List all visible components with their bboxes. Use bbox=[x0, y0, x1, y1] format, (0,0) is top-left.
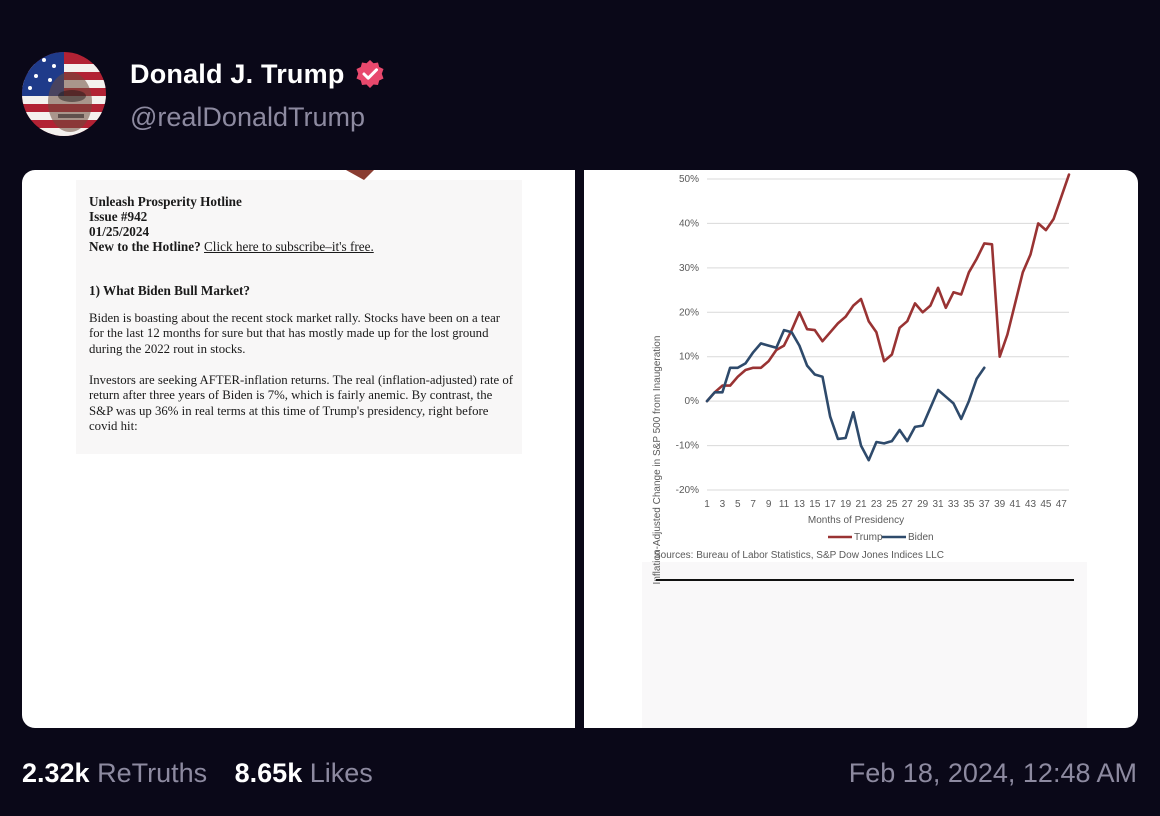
avatar[interactable] bbox=[22, 52, 106, 136]
verified-badge-icon bbox=[355, 59, 385, 89]
flag-face-avatar-icon bbox=[22, 52, 106, 136]
y-tick-label: 10% bbox=[679, 352, 699, 363]
x-tick-label: 39 bbox=[994, 499, 1006, 510]
x-tick-label: 1 bbox=[704, 499, 710, 510]
subscribe-link[interactable]: Click here to subscribe–it's free. bbox=[204, 239, 374, 254]
y-tick-label: -20% bbox=[676, 485, 699, 496]
retruths-count: 2.32k bbox=[22, 758, 90, 788]
paragraph-2: Investors are seeking AFTER-inflation re… bbox=[89, 373, 514, 434]
series-line-trump bbox=[705, 173, 1071, 403]
chart-area: -20% -10% 0% 10% 20% 30% 40% 50% 1 3 5 7 9 11 13 15 17 1… bbox=[642, 170, 1087, 728]
retruths-label: ReTruths bbox=[97, 758, 208, 788]
x-tick-label: 33 bbox=[948, 499, 960, 510]
legend-label-biden: Biden bbox=[908, 532, 934, 543]
x-tick-label: 35 bbox=[963, 499, 975, 510]
legend-label-trump: Trump bbox=[854, 532, 883, 543]
x-tick-label: 45 bbox=[1040, 499, 1052, 510]
x-tick-label: 17 bbox=[825, 499, 837, 510]
x-axis-label: Months of Presidency bbox=[808, 515, 904, 526]
y-tick-label: 40% bbox=[679, 218, 699, 229]
y-tick-label: 0% bbox=[685, 396, 700, 407]
x-tick-label: 3 bbox=[720, 499, 726, 510]
likes-label: Likes bbox=[309, 758, 373, 788]
newsletter-new-prompt: New to the Hotline? bbox=[89, 239, 201, 254]
x-tick-label: 13 bbox=[794, 499, 806, 510]
media-divider bbox=[575, 170, 584, 728]
likes-stat[interactable]: 8.65k Likes bbox=[235, 758, 373, 788]
newsletter-excerpt: Unleash Prosperity Hotline Issue #942 01… bbox=[76, 180, 522, 454]
author-name-row: Donald J. Trump bbox=[130, 56, 385, 92]
x-tick-label: 21 bbox=[855, 499, 867, 510]
newsletter-subscribe-line: New to the Hotline? Click here to subscr… bbox=[89, 239, 374, 254]
engagement-stats: 2.32k ReTruths 8.65k Likes bbox=[22, 758, 373, 789]
post-timestamp[interactable]: Feb 18, 2024, 12:48 AM bbox=[848, 758, 1137, 788]
y-tick-label: 50% bbox=[679, 174, 699, 185]
paragraph-1: Biden is boasting about the recent stock… bbox=[89, 311, 501, 356]
x-tick-label: 27 bbox=[902, 499, 914, 510]
x-tick-label: 41 bbox=[1010, 499, 1022, 510]
x-tick-label: 31 bbox=[933, 499, 945, 510]
y-tick-label: 20% bbox=[679, 307, 699, 318]
x-tick-label: 7 bbox=[750, 499, 756, 510]
media-image-left[interactable]: Unleash Prosperity Hotline Issue #942 01… bbox=[22, 170, 575, 728]
x-tick-label: 47 bbox=[1056, 499, 1068, 510]
display-name[interactable]: Donald J. Trump bbox=[130, 58, 345, 89]
section-heading: 1) What Biden Bull Market? bbox=[89, 283, 250, 298]
y-tick-label: -10% bbox=[676, 441, 699, 452]
media-image-right[interactable]: -20% -10% 0% 10% 20% 30% 40% 50% 1 3 5 7 9 11 13 15 17 1… bbox=[584, 170, 1138, 728]
arrow-fragment-icon bbox=[346, 170, 374, 180]
x-tick-label: 5 bbox=[735, 499, 741, 510]
x-tick-label: 23 bbox=[871, 499, 883, 510]
x-tick-label: 15 bbox=[809, 499, 821, 510]
post-media[interactable]: Unleash Prosperity Hotline Issue #942 01… bbox=[22, 170, 1138, 728]
likes-count: 8.65k bbox=[234, 758, 303, 788]
x-tick-label: 29 bbox=[917, 499, 929, 510]
series-line-biden bbox=[705, 328, 986, 462]
retruths-stat[interactable]: 2.32k ReTruths bbox=[22, 758, 215, 788]
y-axis-label: Inflation-Adjusted Change in S&P 500 fro… bbox=[652, 336, 663, 585]
x-tick-label: 9 bbox=[766, 499, 772, 510]
x-tick-label: 43 bbox=[1025, 499, 1037, 510]
x-tick-label: 37 bbox=[979, 499, 991, 510]
x-tick-label: 25 bbox=[886, 499, 898, 510]
newsletter-title: Unleash Prosperity Hotline bbox=[89, 194, 242, 209]
newsletter-issue: Issue #942 bbox=[89, 209, 148, 224]
y-tick-label: 30% bbox=[679, 263, 699, 274]
newsletter-header: Unleash Prosperity Hotline Issue #942 01… bbox=[89, 194, 374, 254]
x-tick-label: 19 bbox=[840, 499, 852, 510]
chart-source: Sources: Bureau of Labor Statistics, S&P… bbox=[654, 550, 944, 561]
line-chart: -20%-10%0%10%20%30%40%50% 1 3 5 7 9 11 13 15 17 1… bbox=[652, 173, 1074, 585]
newsletter-date: 01/25/2024 bbox=[89, 224, 150, 239]
x-tick-label: 11 bbox=[779, 499, 790, 510]
user-handle[interactable]: @realDonaldTrump bbox=[130, 102, 365, 132]
chart-legend: Trump Biden bbox=[828, 532, 934, 543]
